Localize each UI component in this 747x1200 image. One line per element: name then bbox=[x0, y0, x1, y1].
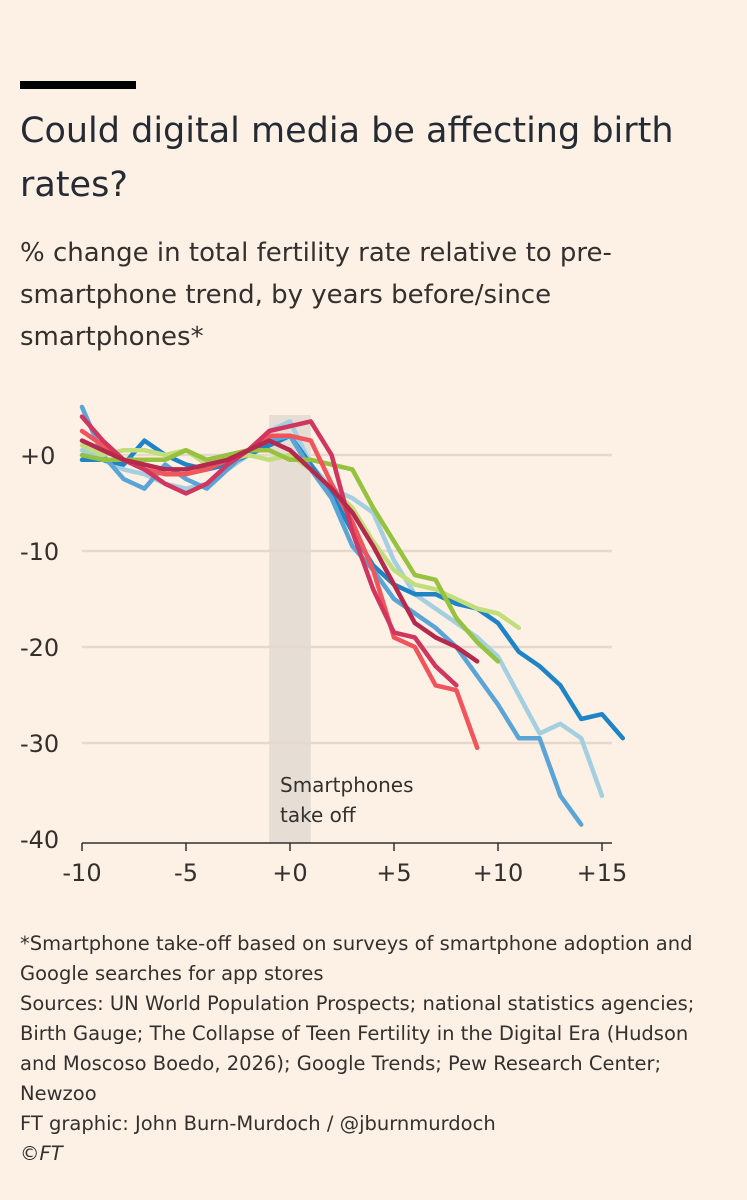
series-line-7 bbox=[79, 414, 459, 688]
y-tick-label: -40 bbox=[20, 826, 59, 854]
x-tick-label: +0 bbox=[272, 859, 307, 887]
series-line-8 bbox=[79, 438, 480, 664]
line-chart: +0-10-20-30-40-10 -5 +0 +5 +10 +15Smartphones… bbox=[20, 404, 628, 887]
annotation-text: Smartphones bbox=[280, 773, 414, 797]
y-tick-label: -20 bbox=[20, 634, 59, 662]
x-tick-label: +10 bbox=[473, 859, 524, 887]
x-tick-label: +5 bbox=[376, 859, 411, 887]
series-line-5 bbox=[79, 447, 501, 664]
footnotes: *Smartphone take-off based on surveys of… bbox=[20, 929, 730, 1169]
x-tick-label: -10 bbox=[62, 859, 101, 887]
smartphone-band bbox=[269, 415, 311, 843]
x-tick-label: +15 bbox=[577, 859, 628, 887]
footnote-sources: Sources: UN World Population Prospects; … bbox=[20, 992, 695, 1105]
x-tick-label: -5 bbox=[174, 859, 198, 887]
footnote-credit: FT graphic: John Burn-Murdoch / @jburnmu… bbox=[20, 1112, 496, 1135]
footnote-copyright: ©FT bbox=[20, 1142, 63, 1165]
y-tick-label: -10 bbox=[20, 538, 59, 566]
footnote-note: *Smartphone take-off based on surveys of… bbox=[20, 932, 693, 985]
y-tick-label: +0 bbox=[20, 442, 55, 470]
top-accent-bar bbox=[20, 81, 136, 89]
series-line-3 bbox=[79, 404, 584, 827]
y-tick-label: -30 bbox=[20, 730, 59, 758]
annotation-text: take off bbox=[280, 803, 357, 827]
chart-subtitle: % change in total fertility rate relativ… bbox=[20, 238, 612, 352]
chart-title: Could digital media be affecting birth r… bbox=[20, 111, 674, 205]
